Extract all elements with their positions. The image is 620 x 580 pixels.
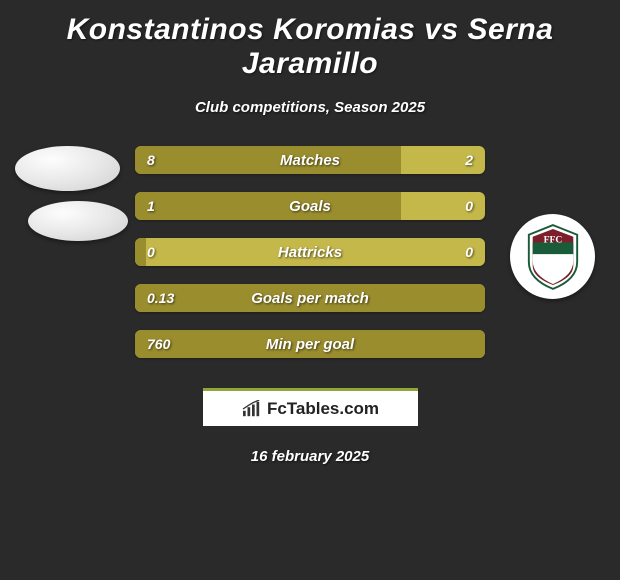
player1-avatar-shape-2 (28, 201, 128, 241)
stat-rows: 82Matches10Goals00Hattricks0.13Goals per… (135, 146, 485, 358)
stat-row: 0.13Goals per match (135, 284, 485, 312)
brand-text: FcTables.com (267, 399, 379, 419)
stat-value-left: 760 (147, 330, 170, 358)
subtitle: Club competitions, Season 2025 (10, 99, 610, 116)
stat-value-left: 8 (147, 146, 155, 174)
stats-area: FFC 82Matches10Goals00Hattricks0.13Goals… (10, 146, 610, 358)
stat-value-right: 0 (465, 192, 473, 220)
player2-club-badge: FFC (510, 214, 595, 299)
stat-label: Hattricks (135, 238, 485, 266)
svg-text:FFC: FFC (543, 234, 562, 245)
date-text: 16 february 2025 (10, 448, 610, 465)
stat-row: 10Goals (135, 192, 485, 220)
stat-value-left: 0.13 (147, 284, 174, 312)
page-title: Konstantinos Koromias vs Serna Jaramillo (10, 13, 610, 81)
stat-row: 760Min per goal (135, 330, 485, 358)
stat-bar-left (135, 192, 401, 220)
stat-row: 82Matches (135, 146, 485, 174)
stat-bar-left (135, 146, 401, 174)
stat-bar-left (135, 284, 485, 312)
stat-value-right: 2 (465, 146, 473, 174)
comparison-card: Konstantinos Koromias vs Serna Jaramillo… (0, 0, 620, 470)
stat-value-right: 0 (465, 238, 473, 266)
player1-avatar-shape (15, 146, 120, 191)
stat-row: 0 0Hattricks (135, 238, 485, 266)
stat-value-left: 1 (147, 192, 155, 220)
brand-box[interactable]: FcTables.com (203, 388, 418, 426)
fluminense-icon: FFC (524, 223, 582, 291)
chart-icon (241, 400, 263, 418)
stat-bar-left (135, 238, 146, 266)
stat-bar-left (135, 330, 485, 358)
stat-value-left: 0 (147, 238, 155, 266)
